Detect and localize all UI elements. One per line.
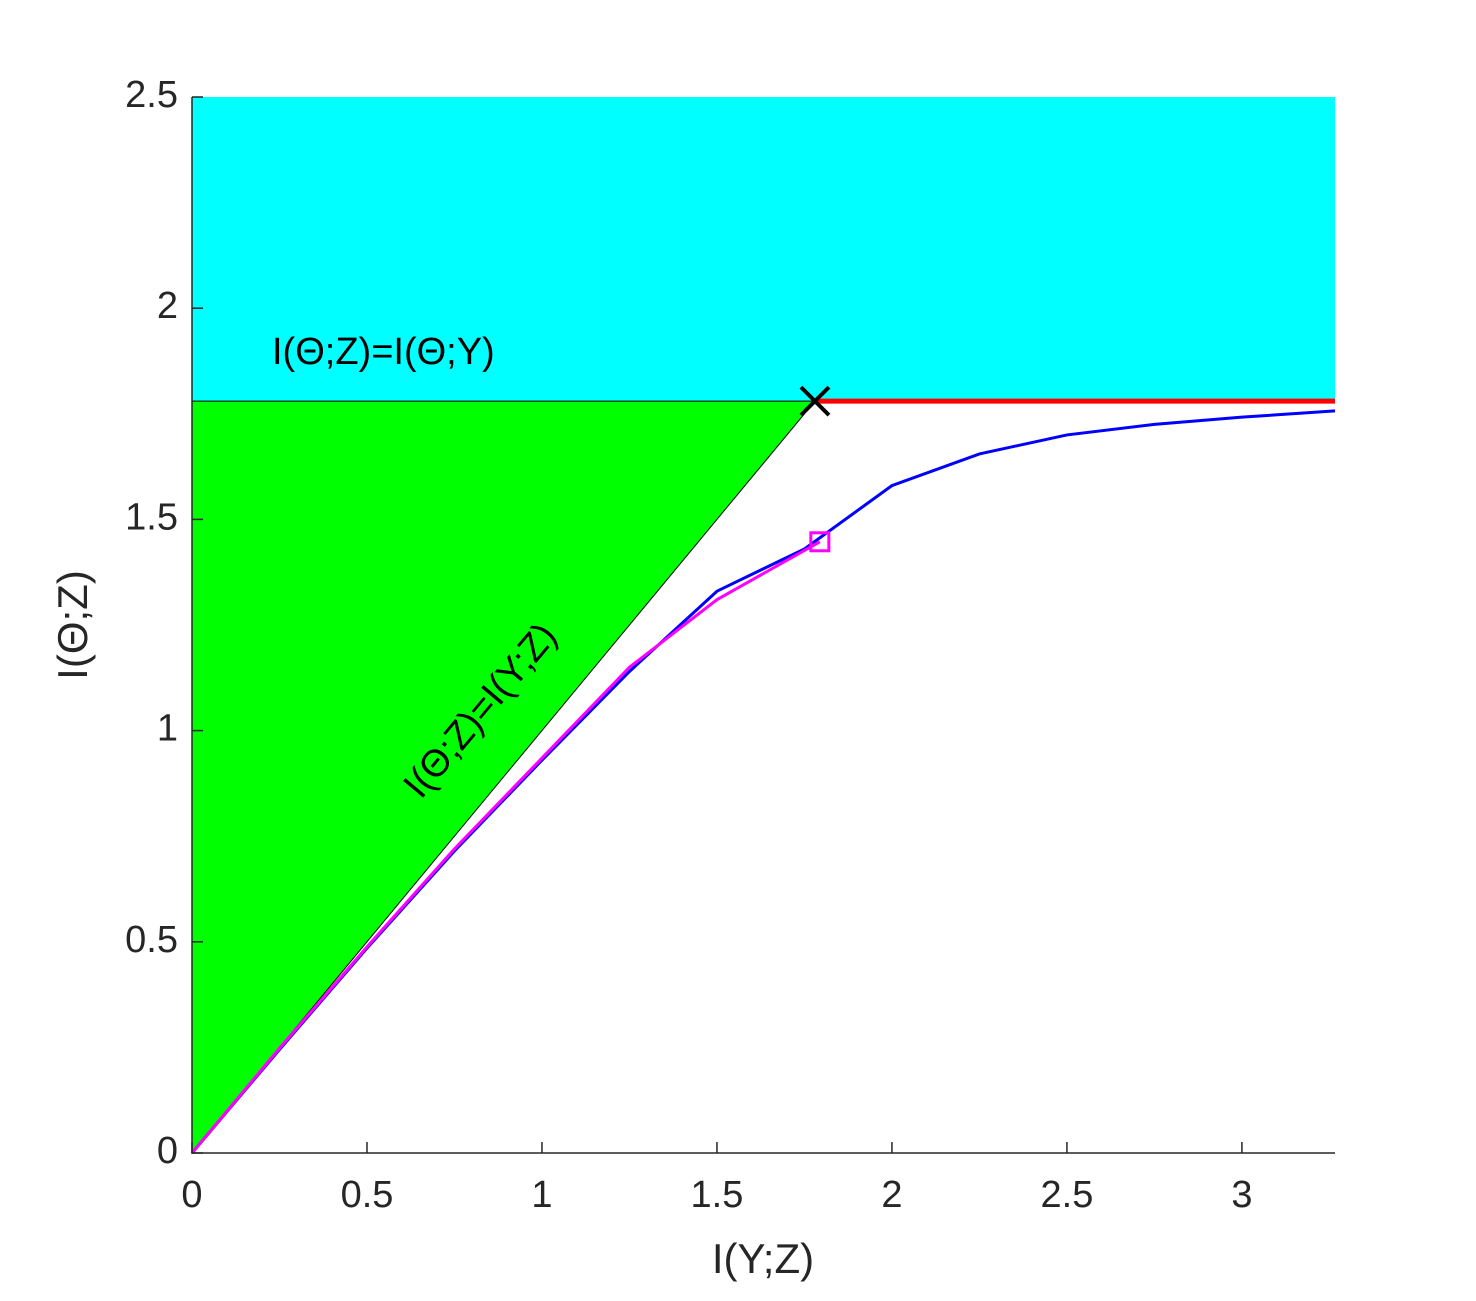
marker-square [809,531,831,553]
x-tick-label: 3 [1231,1174,1252,1216]
x-tick-label: 2 [881,1174,902,1216]
area [192,97,1335,402]
y-tick-label: 0.5 [125,919,178,961]
y-tick-label: 0 [157,1130,178,1172]
y-axis-label: I(Θ;Z) [49,570,96,680]
x-tick-label: 1 [531,1174,552,1216]
annotation: I(Θ;Z)=I(Θ;Y) [272,331,495,373]
y-tick-label: 1 [157,708,178,750]
x-tick-label: 0.5 [341,1174,394,1216]
y-tick-label: 2.5 [125,74,178,116]
x-tick-label: 0 [181,1174,202,1216]
x-tick-label: 2.5 [1041,1174,1094,1216]
plot-area [190,97,1336,1155]
x-tick-label: 1.5 [691,1174,744,1216]
line [190,540,821,1154]
y-tick-label: 2 [157,285,178,327]
y-tick-label: 1.5 [125,496,178,538]
x-axis-label: I(Y;Z) [712,1235,814,1282]
marker-x [799,385,831,417]
